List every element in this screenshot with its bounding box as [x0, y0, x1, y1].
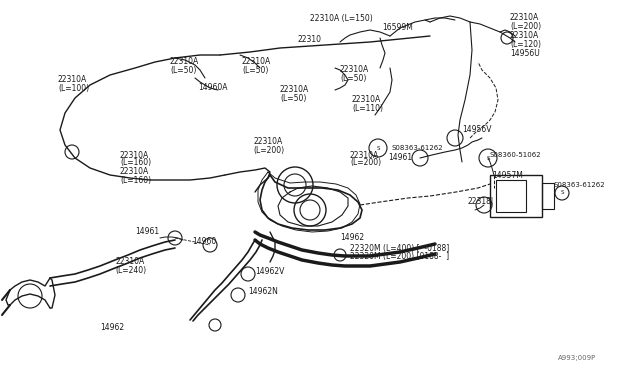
Text: (L=160): (L=160): [120, 176, 151, 185]
Text: 14962: 14962: [100, 323, 124, 331]
Text: 22310A: 22310A: [120, 167, 149, 176]
Text: 22310A: 22310A: [115, 257, 144, 266]
Text: 22320M (L=200) [0188-  ]: 22320M (L=200) [0188- ]: [350, 253, 449, 262]
Text: 14962: 14962: [340, 234, 364, 243]
Text: (L=200): (L=200): [510, 22, 541, 31]
Text: (L=200): (L=200): [253, 145, 284, 154]
Text: (L=50): (L=50): [280, 93, 307, 103]
Text: (L=50): (L=50): [242, 65, 268, 74]
Text: (L=160): (L=160): [120, 158, 151, 167]
Text: S: S: [560, 190, 564, 196]
Bar: [542, 183, 554, 209]
Text: 22310A (L=150): 22310A (L=150): [310, 13, 372, 22]
Text: 14960A: 14960A: [198, 83, 227, 93]
Text: S: S: [376, 145, 380, 151]
Text: (L=110): (L=110): [352, 103, 383, 112]
Text: 14960: 14960: [192, 237, 216, 247]
Text: 14961: 14961: [388, 154, 412, 163]
Text: (L=50): (L=50): [340, 74, 366, 83]
Text: 22310A: 22310A: [352, 96, 381, 105]
Text: 22310A: 22310A: [510, 32, 540, 41]
Text: A993;009P: A993;009P: [557, 355, 596, 361]
Text: S08360-51062: S08360-51062: [490, 152, 541, 158]
Bar: [490, 175, 542, 217]
Text: 22320M (L=400) [  -0188]: 22320M (L=400) [ -0188]: [350, 244, 449, 253]
Text: S08363-61262: S08363-61262: [553, 182, 605, 188]
Text: 22310A: 22310A: [350, 151, 380, 160]
Bar: [496, 180, 526, 212]
Text: 22310A: 22310A: [120, 151, 149, 160]
Text: 22310A: 22310A: [253, 138, 282, 147]
Text: 22318J: 22318J: [468, 198, 494, 206]
Text: 14962V: 14962V: [255, 267, 284, 276]
Text: (L=120): (L=120): [510, 39, 541, 48]
Text: (L=100): (L=100): [58, 83, 89, 93]
Text: (L=50): (L=50): [170, 65, 196, 74]
Text: 14956V: 14956V: [462, 125, 492, 135]
Text: 22310A: 22310A: [340, 65, 369, 74]
Text: 22310: 22310: [298, 35, 322, 45]
Text: 14961: 14961: [135, 228, 159, 237]
Text: (L=240): (L=240): [115, 266, 146, 275]
Text: 22310A: 22310A: [280, 86, 309, 94]
Text: 22310A: 22310A: [170, 58, 199, 67]
Text: (L=200): (L=200): [350, 158, 381, 167]
Text: 22310A: 22310A: [510, 13, 540, 22]
Text: 22310A: 22310A: [58, 76, 87, 84]
Text: 14956U: 14956U: [510, 49, 540, 58]
Text: 22310A: 22310A: [242, 58, 271, 67]
Text: 16599M: 16599M: [382, 23, 413, 32]
Text: S08363-61262: S08363-61262: [392, 145, 444, 151]
Text: 14957M: 14957M: [492, 170, 523, 180]
Text: 14962N: 14962N: [248, 288, 278, 296]
Text: S: S: [486, 155, 490, 160]
